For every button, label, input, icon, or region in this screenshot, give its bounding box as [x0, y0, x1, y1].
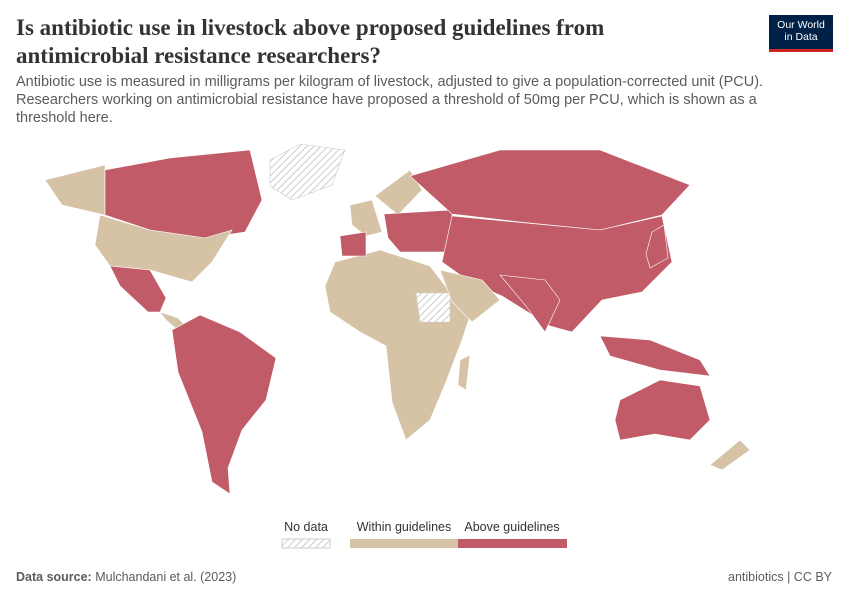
legend-label: Within guidelines — [357, 520, 452, 534]
source-label: Data source: — [16, 570, 92, 584]
legend-swatch[interactable] — [281, 538, 331, 549]
logo-text: Our World — [777, 19, 825, 31]
logo-text: in Data — [784, 31, 818, 43]
countries — [44, 143, 751, 495]
country[interactable] — [374, 169, 423, 216]
country[interactable] — [104, 149, 263, 239]
country[interactable] — [499, 274, 561, 333]
source[interactable]: Mulchandani et al. (2023) — [95, 570, 237, 584]
legend-swatch[interactable] — [458, 539, 567, 548]
country[interactable] — [709, 439, 751, 471]
world-map: No data Within guidelines Above guidelin… — [44, 143, 751, 549]
country[interactable] — [44, 164, 106, 216]
logo[interactable]: Our World in Data — [769, 15, 833, 52]
country[interactable] — [439, 269, 501, 323]
legend-label: Above guidelines — [464, 520, 559, 534]
country[interactable] — [94, 214, 233, 283]
country[interactable] — [339, 231, 367, 257]
title: Is antibiotic use in livestock above pro… — [16, 15, 605, 68]
subtitle: Antibiotic use is measured in milligrams… — [16, 74, 764, 126]
country[interactable] — [269, 143, 346, 201]
country[interactable] — [171, 314, 277, 495]
legend: No data Within guidelines Above guidelin… — [281, 520, 567, 549]
country[interactable] — [409, 149, 691, 231]
country[interactable] — [383, 209, 453, 253]
country[interactable] — [645, 224, 669, 269]
legend-swatch[interactable] — [350, 539, 458, 548]
country[interactable] — [349, 199, 383, 237]
country[interactable] — [415, 292, 451, 323]
footer-license[interactable]: antibiotics | CC BY — [728, 570, 832, 584]
country[interactable] — [457, 354, 471, 391]
country[interactable] — [599, 335, 711, 377]
country[interactable] — [614, 379, 711, 441]
footer-source: Data source: Mulchandani et al. (2023) — [16, 570, 236, 584]
country[interactable] — [109, 265, 167, 313]
legend-label: No data — [284, 520, 328, 534]
